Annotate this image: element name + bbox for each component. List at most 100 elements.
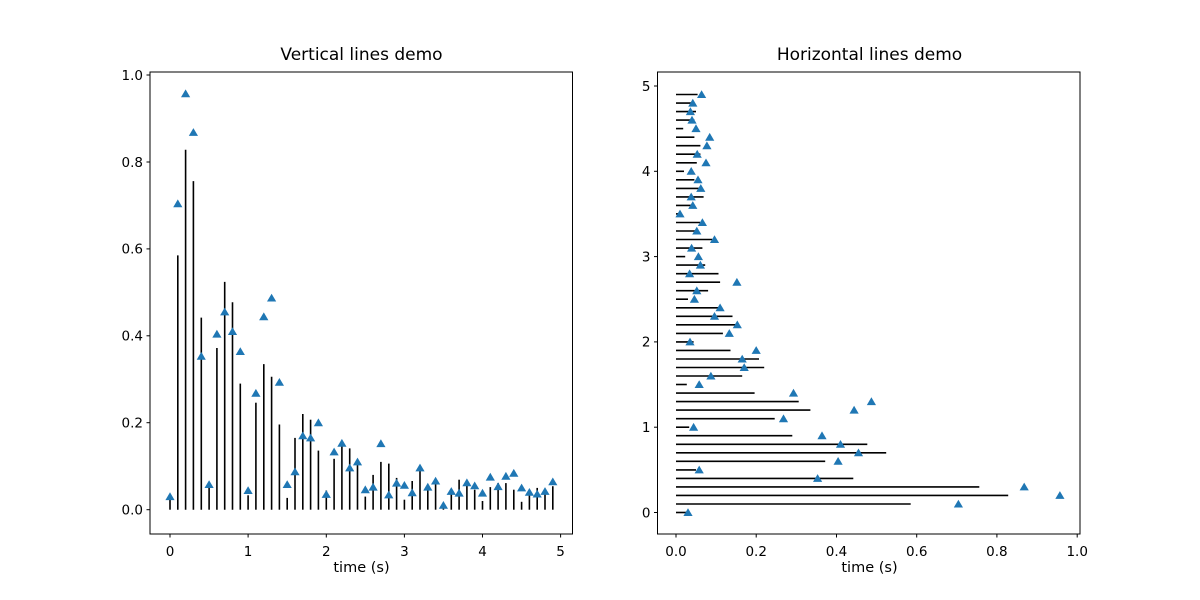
scatter-marker bbox=[345, 463, 355, 472]
scatter-marker bbox=[751, 346, 761, 354]
y-tick-label: 4 bbox=[642, 164, 651, 180]
vertical-lines-demo-plot-area: 0 1 2 3 4 5 0.0 0.2 0.4 0.6 0.8 1.0 bbox=[122, 68, 573, 560]
scatter-marker bbox=[953, 499, 963, 508]
scatter-marker bbox=[683, 508, 693, 516]
y-tick-label: 0.0 bbox=[122, 503, 143, 519]
left-chart-xlabel: time (s) bbox=[333, 560, 390, 576]
x-tick-label: 0.8 bbox=[986, 544, 1007, 560]
scatter-marker bbox=[724, 329, 734, 337]
scatter-marker bbox=[392, 478, 402, 487]
scatter-marker bbox=[540, 487, 550, 495]
scatter-marker bbox=[833, 457, 843, 465]
scatter-marker bbox=[415, 463, 425, 472]
x-tick-label: 0.0 bbox=[665, 544, 686, 560]
x-tick-label: 4 bbox=[478, 544, 487, 560]
scatter-marker bbox=[692, 226, 702, 235]
axes-spines bbox=[149, 71, 573, 535]
scatter-marker bbox=[181, 89, 191, 98]
scatter-marker bbox=[313, 418, 323, 427]
scatter-marker bbox=[849, 405, 859, 414]
scatter-marker bbox=[165, 492, 175, 501]
scatter-marker bbox=[423, 482, 433, 491]
y-tick-label: 0.6 bbox=[122, 242, 143, 258]
scatter-marker bbox=[321, 490, 331, 498]
scatter-marker bbox=[688, 201, 698, 209]
scatter-marker bbox=[454, 488, 464, 497]
scatter-marker bbox=[493, 482, 503, 491]
y-tick-label: 2 bbox=[642, 335, 651, 351]
scatter-marker bbox=[485, 472, 495, 481]
x-tick-label: 5 bbox=[556, 544, 565, 560]
scatter-marker bbox=[204, 480, 214, 488]
scatter-marker bbox=[685, 337, 695, 346]
scatter-marker bbox=[532, 489, 542, 498]
y-tick-label: 0.4 bbox=[122, 329, 143, 345]
scatter-marker bbox=[438, 501, 448, 509]
axes-spines bbox=[657, 71, 1081, 535]
scatter-marker bbox=[524, 488, 534, 496]
x-tick-label: 3 bbox=[400, 544, 409, 560]
scatter-marker bbox=[688, 98, 698, 107]
scatter-marker bbox=[501, 471, 511, 480]
y-tick-label: 0.2 bbox=[122, 416, 143, 432]
scatter-marker bbox=[517, 483, 527, 492]
y-tick-label: 0 bbox=[642, 505, 651, 521]
scatter-marker bbox=[853, 448, 864, 457]
scatter-marker bbox=[188, 128, 198, 136]
x-tick-label: 0.4 bbox=[826, 544, 847, 560]
scatter-marker bbox=[477, 488, 488, 497]
scatter-marker bbox=[689, 294, 699, 303]
scatter-marker bbox=[235, 347, 245, 355]
scatter-marker bbox=[705, 132, 715, 141]
scatter-marker bbox=[399, 481, 409, 489]
scatter-marker bbox=[274, 378, 284, 386]
x-tick-label: 2 bbox=[322, 544, 331, 560]
scatter-marker bbox=[732, 320, 742, 329]
scatter-marker bbox=[701, 158, 711, 167]
scatter-marker bbox=[1019, 482, 1029, 491]
scatter-marker bbox=[368, 482, 378, 491]
scatter-marker bbox=[298, 431, 308, 440]
scatter-marker bbox=[337, 438, 347, 447]
scatter-marker bbox=[360, 485, 370, 494]
scatter-marker bbox=[431, 476, 441, 485]
scatter-marker bbox=[696, 184, 706, 192]
scatter-marker bbox=[220, 307, 230, 316]
scatter-marker bbox=[267, 293, 277, 302]
scatter-marker bbox=[817, 431, 827, 440]
scatter-marker bbox=[778, 414, 789, 423]
scatter-marker bbox=[709, 235, 720, 243]
scatter-marker bbox=[813, 474, 823, 482]
scatter-marker bbox=[196, 351, 206, 360]
scatter-marker bbox=[227, 327, 238, 335]
scatter-marker bbox=[693, 252, 703, 261]
scatter-marker bbox=[689, 422, 699, 431]
scatter-marker bbox=[407, 488, 417, 497]
scatter-marker bbox=[706, 371, 716, 380]
right-chart-title: Horizontal lines demo bbox=[776, 45, 963, 65]
scatter-marker bbox=[687, 243, 697, 252]
scatter-marker bbox=[788, 388, 799, 397]
scatter-marker bbox=[243, 486, 253, 494]
scatter-marker bbox=[694, 380, 704, 388]
scatter-marker bbox=[290, 467, 300, 476]
scatter-marker bbox=[686, 167, 696, 175]
scatter-marker bbox=[697, 90, 707, 98]
scatter-marker bbox=[687, 115, 697, 124]
scatter-marker bbox=[739, 363, 749, 371]
y-tick-label: 1 bbox=[642, 420, 651, 436]
left-chart-title: Vertical lines demo bbox=[280, 45, 443, 65]
scatter-marker bbox=[470, 481, 480, 490]
scatter-marker bbox=[376, 439, 386, 448]
scatter-marker bbox=[352, 457, 363, 466]
right-chart-xlabel: time (s) bbox=[841, 560, 898, 576]
x-tick-label: 0 bbox=[166, 544, 175, 560]
horizontal-lines-demo-plot-area: 0.0 0.2 0.4 0.6 0.8 1.0 0 1 2 3 4 5 bbox=[642, 71, 1088, 560]
scatter-marker bbox=[692, 286, 702, 295]
scatter-marker bbox=[548, 477, 558, 486]
scatter-marker bbox=[685, 107, 695, 116]
scatter-marker bbox=[715, 303, 725, 312]
scatter-marker bbox=[306, 433, 316, 442]
